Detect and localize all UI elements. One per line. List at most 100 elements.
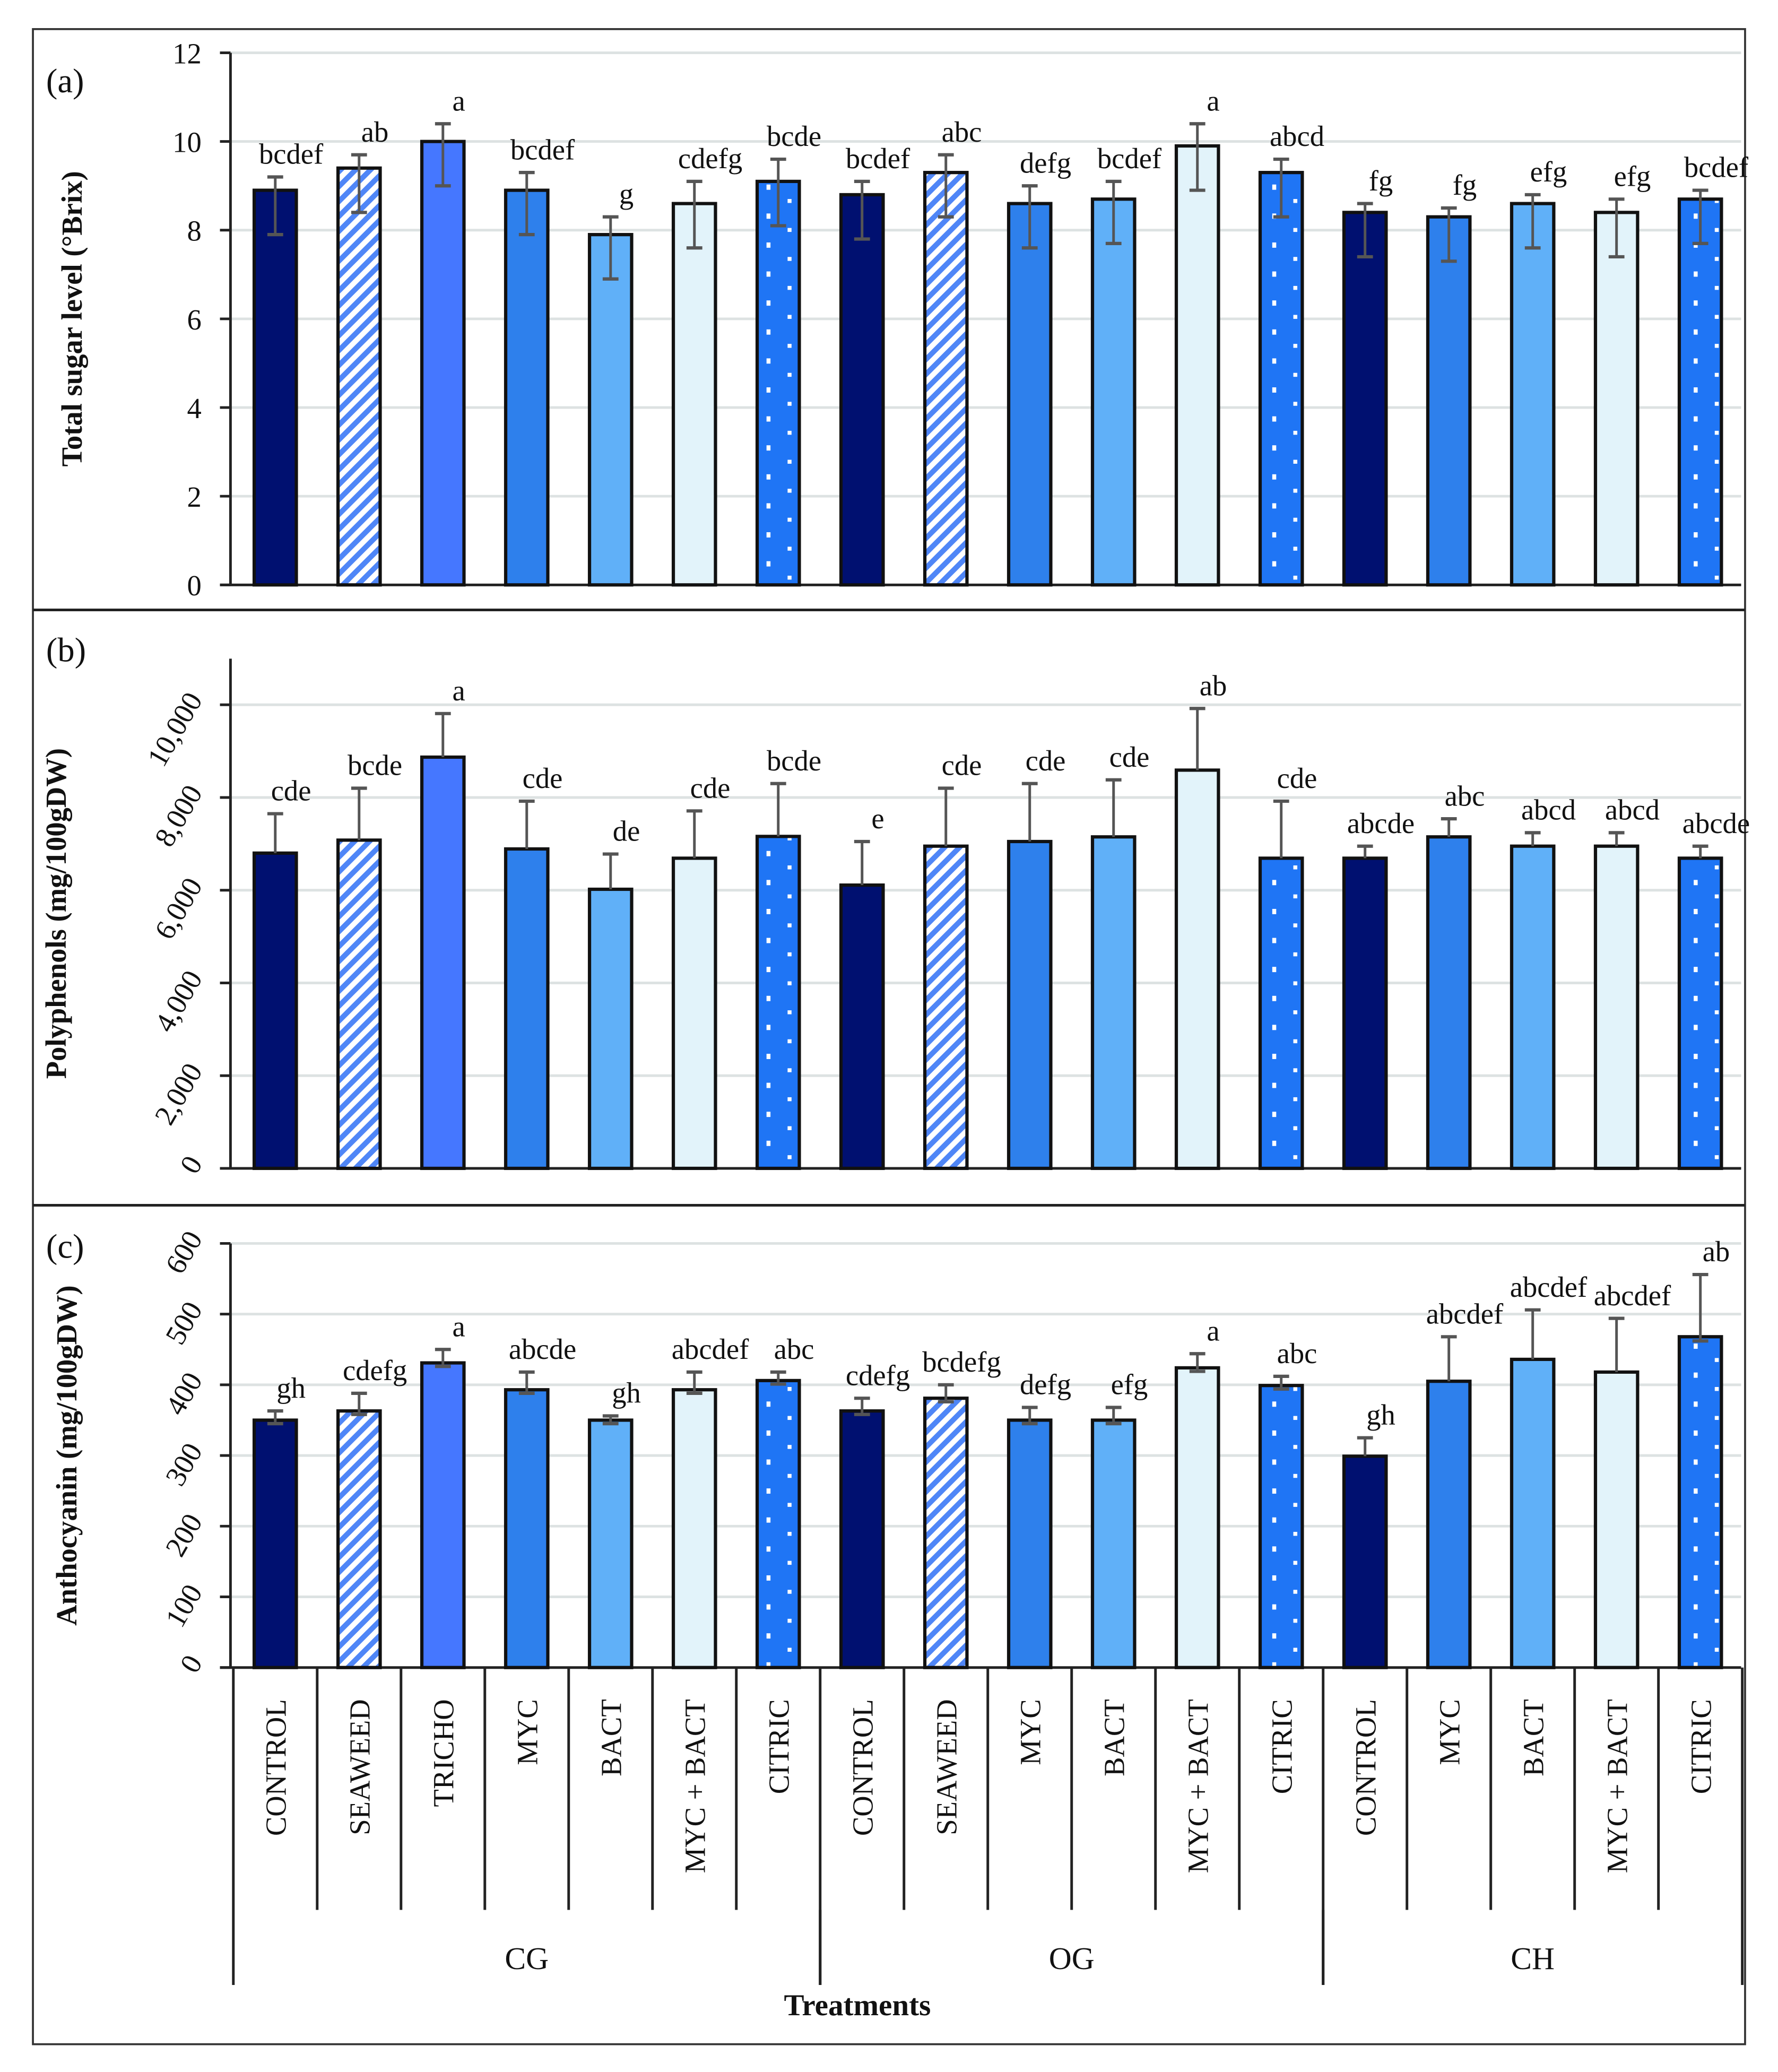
bar (839, 193, 885, 587)
category-label: CITRIC (1685, 1699, 1718, 1794)
significance-letter: efg (1614, 160, 1651, 192)
bar (1677, 856, 1723, 1171)
bar (1677, 1335, 1723, 1669)
significance-letter: a (452, 674, 465, 707)
bar (671, 856, 717, 1171)
bar (755, 1379, 801, 1669)
significance-letter: cdefg (678, 142, 742, 175)
panel-b: (b) 0 2,000 4,000 6,000 8,000 10,000 Polyphenol… (40, 630, 1750, 1179)
bar (252, 1418, 298, 1669)
bar (1174, 1366, 1220, 1669)
panel-a: (a) 0 2 4 6 8 10 12 Total sugar level (°Brix) bcd… (46, 37, 1749, 602)
y-tick-label: 12 (172, 37, 202, 70)
bar (923, 1397, 969, 1669)
bar (1007, 1418, 1053, 1669)
significance-letter: cde (271, 775, 311, 807)
significance-letter: cde (1026, 744, 1066, 777)
y-tick-label: 100 (159, 1579, 209, 1632)
bar (1342, 211, 1388, 587)
bar (1174, 144, 1220, 587)
panel-label: (b) (46, 630, 86, 669)
y-tick-label: 2,000 (148, 1057, 209, 1130)
bar (1342, 1454, 1388, 1669)
significance-letter: defg (1020, 1368, 1071, 1401)
y-axis-label: Polyphenols (mg/100gDW) (40, 748, 72, 1079)
bar (504, 1388, 550, 1669)
bar (671, 202, 717, 587)
bar (1510, 844, 1556, 1171)
y-tick-label: 400 (159, 1367, 209, 1420)
significance-letter: abc (1445, 779, 1485, 812)
bar (1426, 835, 1472, 1171)
bar (1510, 202, 1556, 587)
significance-letter: e (871, 802, 884, 835)
y-tick-label: 600 (159, 1225, 209, 1279)
significance-letter: ab (1703, 1235, 1730, 1268)
bar (1426, 1380, 1472, 1669)
significance-letter: fg (1453, 169, 1477, 201)
significance-letter: defg (1020, 146, 1071, 179)
category-label: MYC (1014, 1699, 1047, 1765)
category-label: BACT (1517, 1699, 1550, 1776)
significance-letter: bcdef (846, 142, 910, 175)
y-tick-label: 300 (159, 1437, 209, 1491)
significance-letter: cde (942, 749, 982, 782)
bar (1342, 856, 1388, 1171)
significance-letter: bcde (767, 120, 821, 152)
significance-letter: cde (523, 762, 563, 794)
y-tick-label: 0 (187, 569, 201, 602)
y-tick-label: 0 (174, 1649, 209, 1678)
y-axis-label: Anthocyanin (mg/100gDW) (50, 1285, 83, 1626)
significance-letter: abcd (1521, 794, 1576, 826)
group-label: CG (505, 1941, 549, 1976)
significance-letter: cde (690, 771, 731, 804)
significance-letter: cde (1109, 741, 1150, 773)
bar (1593, 844, 1640, 1171)
bar (1258, 171, 1304, 587)
category-label: CONTROL (1350, 1699, 1382, 1836)
group-label: OG (1049, 1941, 1095, 1976)
category-label: CONTROL (847, 1699, 879, 1836)
significance-letter: bcdef (1097, 142, 1162, 175)
group-label: CH (1511, 1941, 1555, 1976)
bar (336, 838, 382, 1171)
category-label: CITRIC (763, 1699, 795, 1794)
panel-c: (c) 0 100 200 300 400 500 600 Anthocyanin (mg/10… (46, 1225, 1741, 1678)
significance-letter: abc (774, 1333, 814, 1365)
bar (1090, 835, 1137, 1171)
significance-letter: cdefg (343, 1354, 407, 1386)
category-label: TRICHO (428, 1699, 460, 1807)
category-label: BACT (595, 1699, 628, 1776)
y-tick-label: 4,000 (148, 965, 209, 1037)
significance-letter: bcdefg (922, 1346, 1001, 1378)
significance-letter: abcd (1605, 794, 1660, 826)
significance-letter: a (452, 1310, 465, 1342)
category-label: SEAWEED (931, 1699, 963, 1835)
category-label: CITRIC (1266, 1699, 1298, 1794)
bar (420, 1361, 466, 1669)
y-tick-label: 6 (187, 304, 201, 336)
significance-letter: abcdef (1594, 1279, 1671, 1312)
significance-letter: fg (1369, 164, 1393, 197)
significance-letter: abcde (1682, 807, 1750, 839)
bar (1593, 211, 1640, 587)
y-tick-label: 2 (187, 481, 201, 513)
category-label: MYC + BACT (679, 1699, 712, 1873)
category-label: SEAWEED (344, 1699, 376, 1835)
bar (1090, 1418, 1137, 1669)
bar (923, 171, 969, 587)
bar (1174, 768, 1220, 1171)
y-tick-label: 6,000 (148, 872, 209, 944)
bar (1007, 839, 1053, 1171)
y-tick-label: 200 (159, 1508, 209, 1562)
significance-letter: bcde (348, 749, 402, 782)
bar (587, 233, 634, 587)
bar (252, 851, 298, 1171)
bar (923, 844, 969, 1171)
significance-letter: a (1207, 84, 1219, 117)
category-label: CONTROL (260, 1699, 292, 1836)
y-axis-label: Total sugar level (°Brix) (56, 171, 88, 466)
bar (587, 1418, 634, 1669)
significance-letter: abcdef (672, 1333, 749, 1365)
